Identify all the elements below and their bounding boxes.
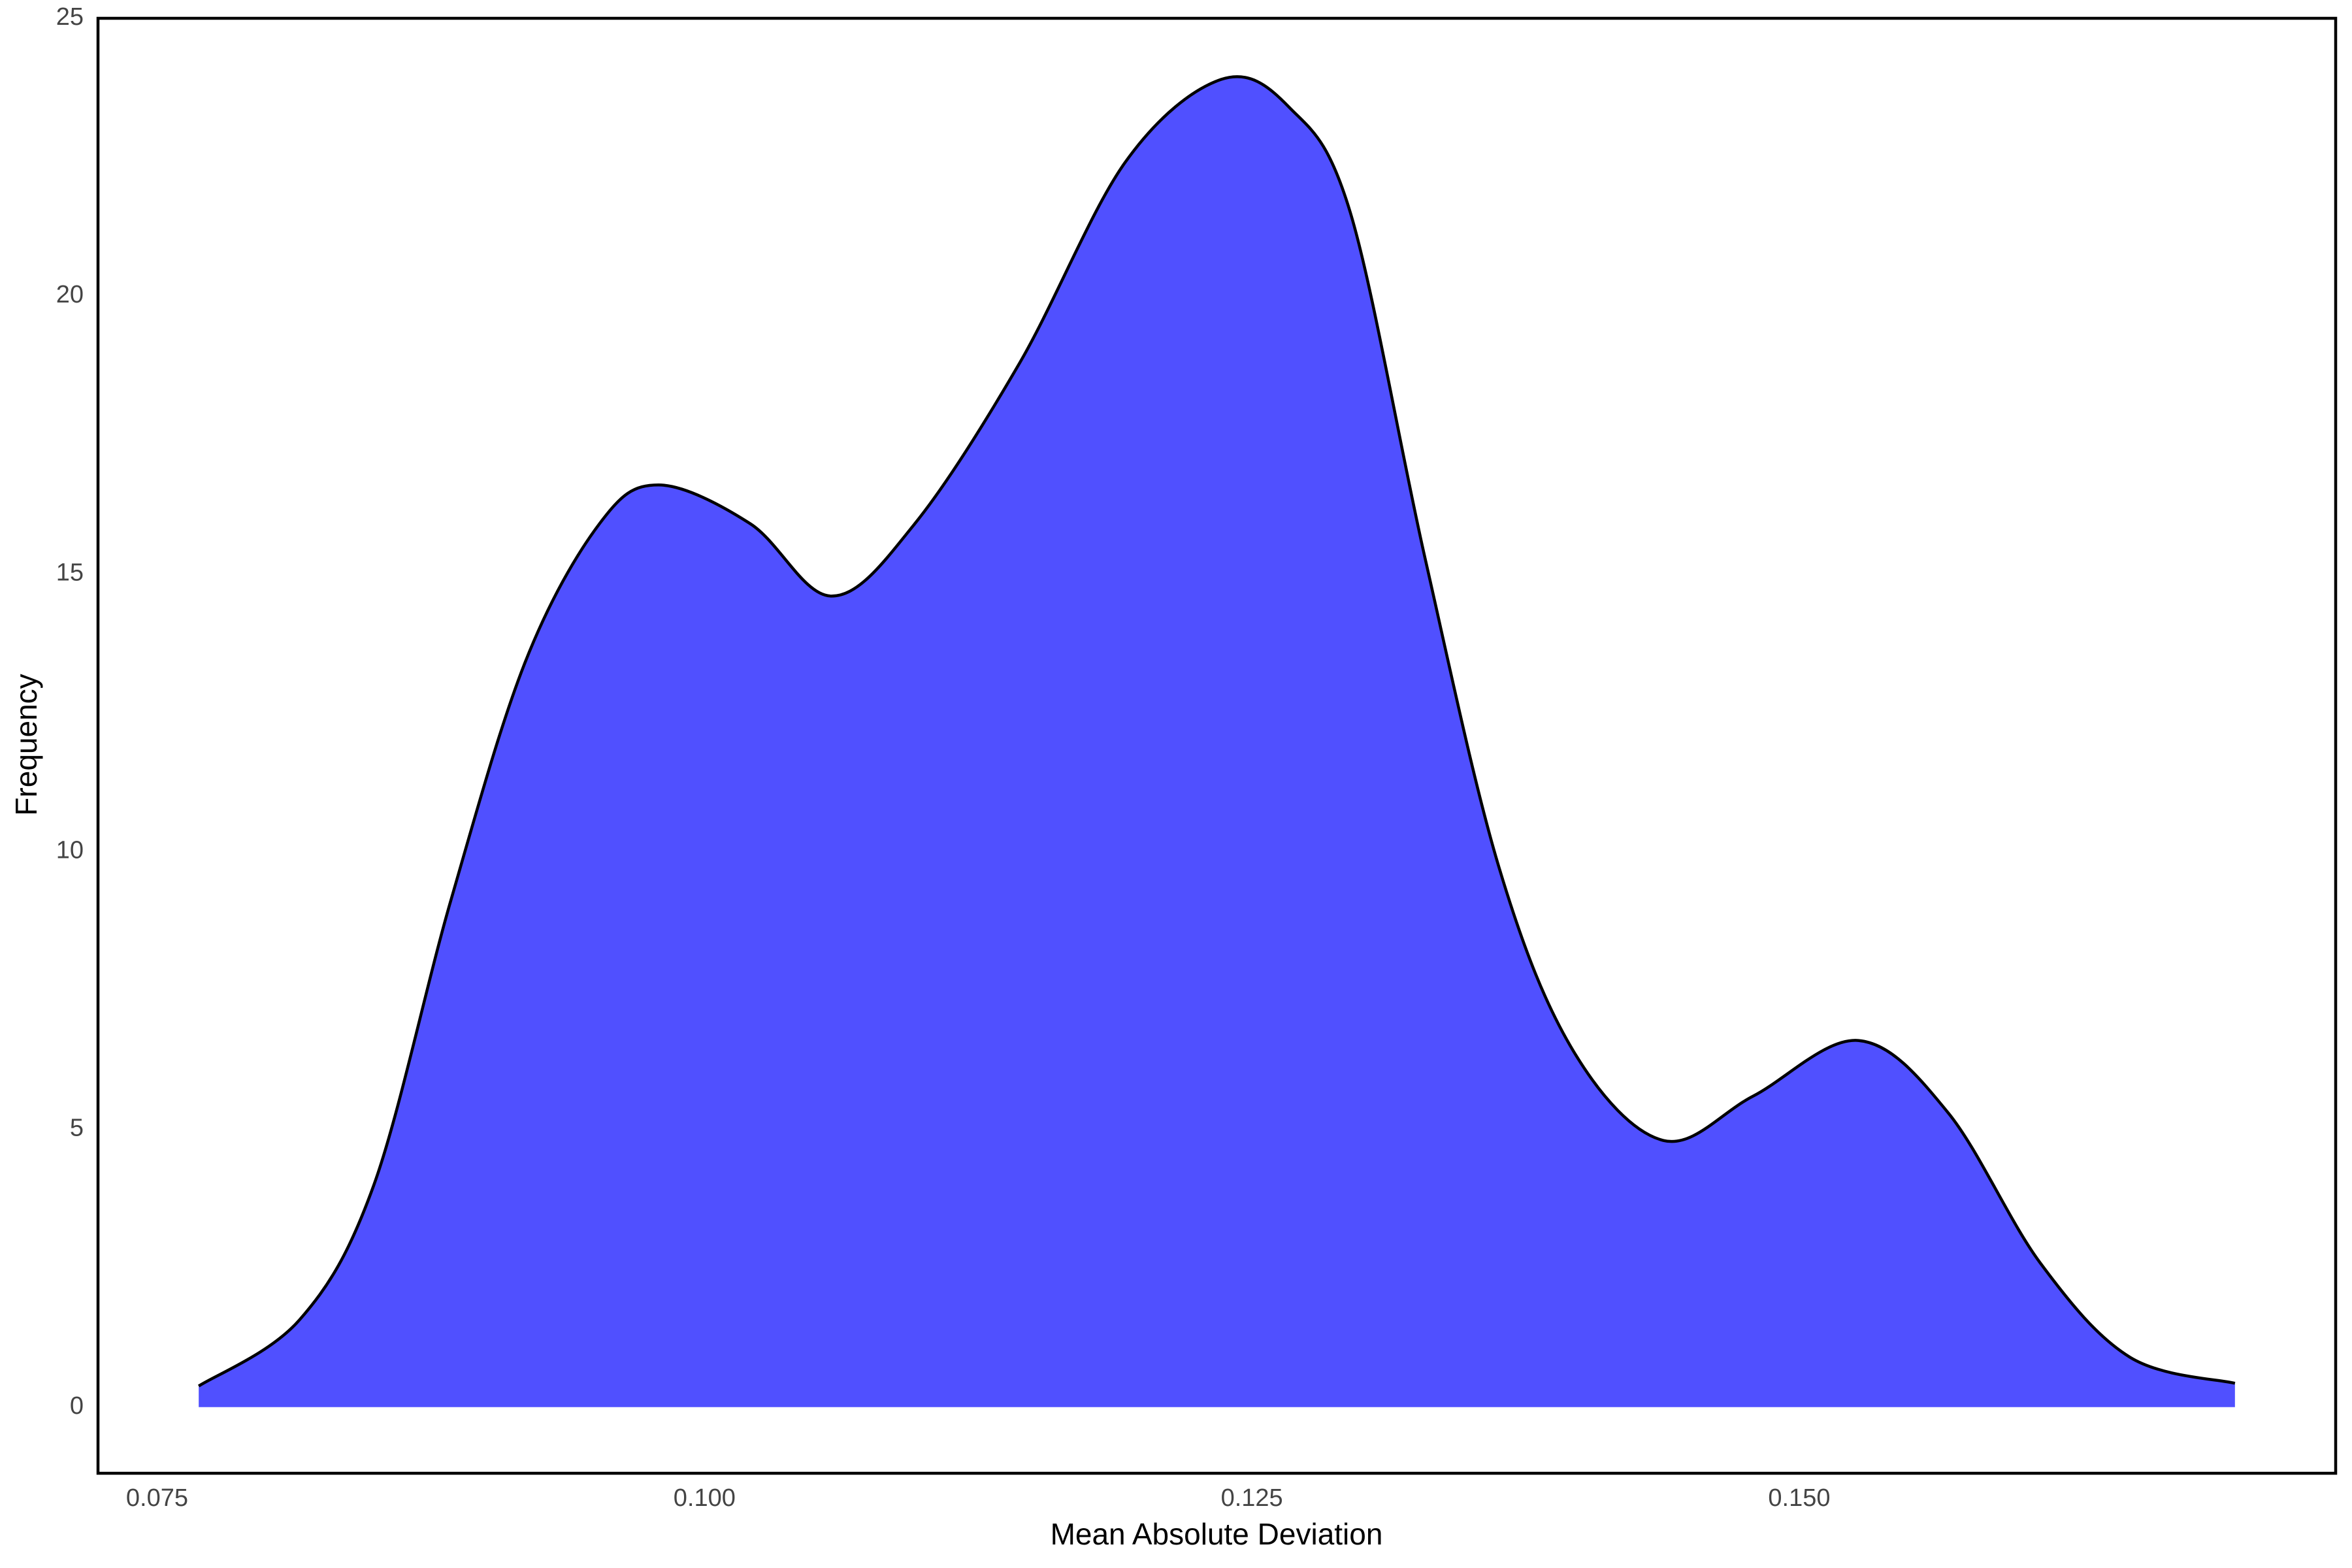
y-axis-title: Frequency bbox=[9, 674, 43, 815]
density-area bbox=[199, 76, 2235, 1407]
y-tick-label: 10 bbox=[56, 837, 84, 864]
y-tick-label: 25 bbox=[56, 3, 84, 31]
plot-frame bbox=[96, 16, 2338, 1475]
x-tick-label: 0.150 bbox=[1768, 1484, 1830, 1512]
x-tick-label: 0.125 bbox=[1221, 1484, 1283, 1512]
y-tick-label: 15 bbox=[56, 559, 84, 586]
y-tick-label: 0 bbox=[70, 1392, 84, 1420]
x-tick-label: 0.075 bbox=[126, 1484, 188, 1512]
x-axis-title: Mean Absolute Deviation bbox=[1051, 1517, 1383, 1551]
density-line bbox=[197, 75, 2236, 1388]
y-tick-label: 5 bbox=[70, 1115, 84, 1142]
y-tick-label: 20 bbox=[56, 281, 84, 308]
x-tick-label: 0.100 bbox=[674, 1484, 736, 1512]
